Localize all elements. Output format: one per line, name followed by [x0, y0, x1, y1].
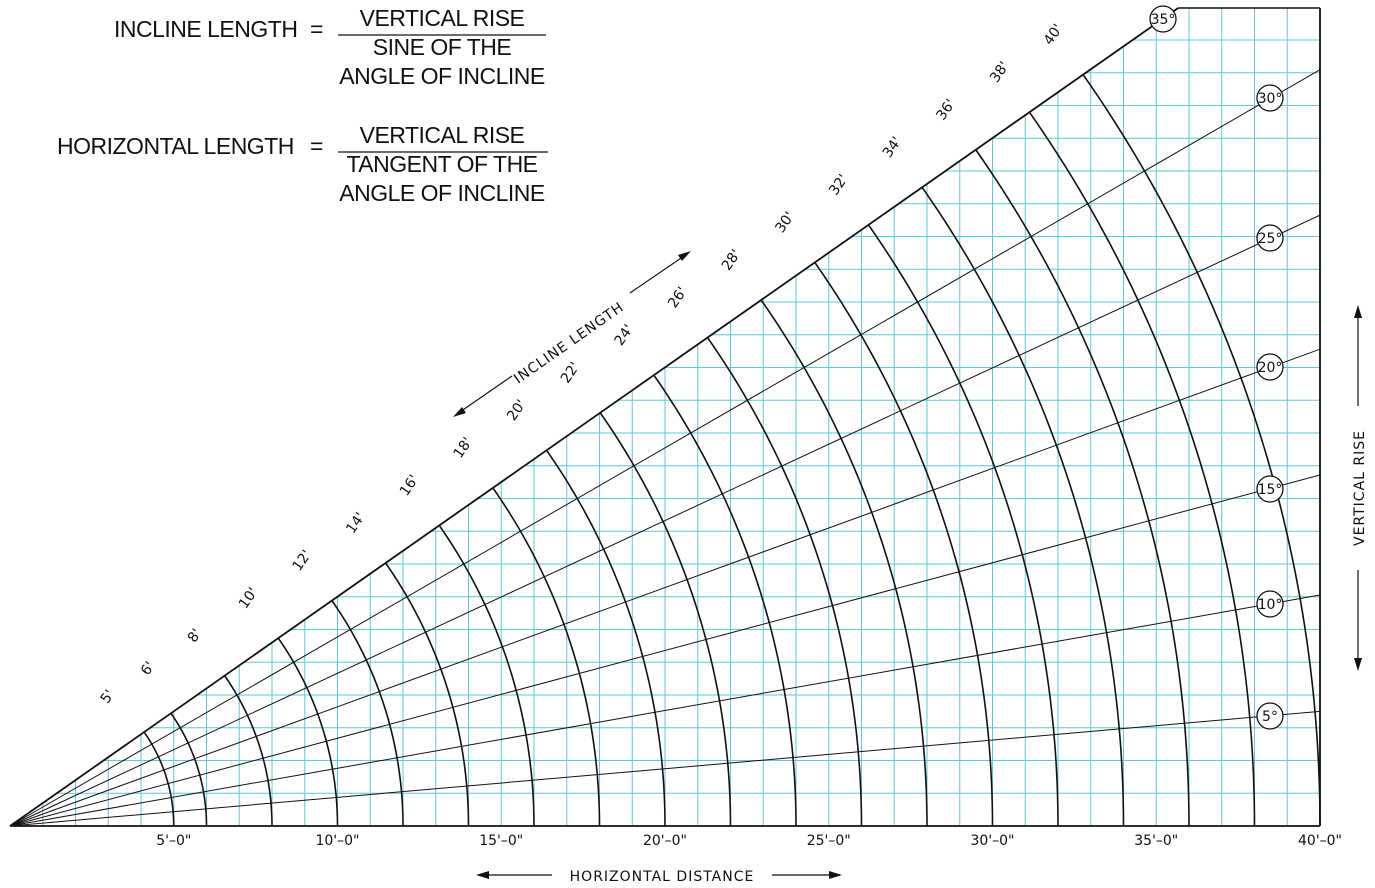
- incline-length-label: 38': [987, 59, 1013, 86]
- x-tick-label: 15'–0": [479, 833, 523, 849]
- incline-length-label: 8': [185, 626, 205, 646]
- vertical-rise-label: VERTICAL RISE: [1352, 430, 1368, 546]
- incline-arc-30: [814, 262, 994, 827]
- incline-arc-5: [143, 731, 175, 827]
- incline-length-label: 16': [397, 472, 423, 499]
- vertical-rise-arrow-bottom-head: [1354, 658, 1362, 671]
- angle-line-10: [9, 594, 1321, 827]
- angle-marker-circle: [1256, 590, 1284, 618]
- x-tick-label: 20'–0": [643, 833, 687, 849]
- angle-label: 20°: [1258, 360, 1283, 376]
- incline-length-label: 30': [772, 209, 798, 236]
- angle-marker-circle: [1256, 702, 1284, 730]
- x-tick-label: 40'–0": [1298, 833, 1342, 849]
- horizontal-distance-label: HORIZONTAL DISTANCE: [570, 869, 755, 885]
- incline-arc-34: [921, 186, 1125, 827]
- x-tick-label: 5'–0": [156, 833, 191, 849]
- incline-length-label: 24': [612, 322, 638, 349]
- angle-line-25: [9, 214, 1321, 827]
- incline-arc-10: [277, 637, 339, 827]
- incline-arrow-right-head: [678, 251, 691, 261]
- incline-arrow-left-shaft: [456, 375, 513, 415]
- incline-arc-40: [1082, 74, 1321, 827]
- incline-arc-20: [545, 449, 666, 827]
- angle-marker-circle: [1256, 84, 1284, 112]
- horizontal-formula-numerator: VERTICAL RISE: [360, 122, 525, 148]
- incline-length-label: 22': [558, 359, 584, 386]
- incline-arc-18: [492, 487, 601, 827]
- incline-length-label: 5': [98, 687, 118, 707]
- angle-line-20: [9, 348, 1321, 827]
- horizontal-arrow-left-head: [476, 871, 489, 879]
- incline-length-label: 10': [236, 585, 262, 612]
- incline-length-label: 26': [665, 284, 691, 311]
- incline-arc-28: [760, 299, 928, 827]
- angle-line-15: [9, 474, 1321, 827]
- angle-label: 15°: [1258, 482, 1283, 498]
- incline-arc-36: [975, 149, 1190, 827]
- incline-formula: INCLINE LENGTH = VERTICAL RISE SINE OF T…: [114, 5, 546, 89]
- angle-marker-circle: [1256, 475, 1284, 503]
- horizontal-formula-equals: =: [310, 133, 323, 159]
- grid: [10, 8, 1320, 826]
- incline-length-label: 12': [290, 547, 316, 574]
- angle-label: 35°: [1151, 12, 1176, 28]
- incline-length-label: 28': [719, 247, 745, 274]
- incline-arc-12: [331, 600, 404, 827]
- incline-formula-numerator: VERTICAL RISE: [360, 5, 525, 31]
- angle-lines: [9, 69, 1321, 827]
- angle-marker-circle: [1149, 5, 1177, 33]
- angle-marker-circle: [1256, 353, 1284, 381]
- angle-marker-circle: [1256, 224, 1284, 252]
- incline-formula-denominator-1: SINE OF THE: [373, 34, 512, 60]
- vertical-rise-indicator: VERTICAL RISE: [1352, 305, 1368, 671]
- horizontal-distance-indicator: HORIZONTAL DISTANCE: [476, 869, 842, 885]
- incline-formula-denominator-2: ANGLE OF INCLINE: [339, 63, 545, 89]
- horizontal-formula-denominator-1: TANGENT OF THE: [346, 151, 537, 177]
- incline-length-label: 6': [138, 659, 158, 679]
- chart-frame: [9, 7, 1321, 827]
- x-tick-label: 25'–0": [807, 833, 851, 849]
- incline-length-label: 40': [1041, 21, 1067, 48]
- angle-label: 30°: [1258, 91, 1283, 107]
- incline-arrow-right-shaft: [629, 253, 688, 294]
- incline-arc-26: [706, 337, 863, 827]
- incline-arcs: [143, 74, 1321, 827]
- horizontal-formula-denominator-2: ANGLE OF INCLINE: [339, 180, 545, 206]
- incline-length-label: 36': [933, 96, 959, 123]
- vertical-rise-arrow-top-head: [1354, 305, 1362, 318]
- horizontal-formula-lhs: HORIZONTAL LENGTH: [57, 133, 294, 159]
- incline-hypotenuse: [9, 7, 1179, 827]
- incline-formula-lhs: INCLINE LENGTH: [114, 16, 297, 42]
- incline-length-indicator: INCLINE LENGTH: [453, 251, 691, 417]
- angle-label: 25°: [1258, 231, 1283, 247]
- incline-arc-32: [867, 224, 1059, 827]
- incline-arc-8: [223, 675, 273, 827]
- angle-label: 5°: [1262, 709, 1278, 725]
- x-tick-label: 10'–0": [315, 833, 359, 849]
- incline-arc-22: [599, 412, 732, 827]
- angle-label: 10°: [1258, 597, 1283, 613]
- incline-arc-6: [170, 712, 208, 827]
- incline-arc-16: [438, 524, 535, 827]
- angle-line-30: [9, 69, 1321, 827]
- incline-arc-24: [653, 374, 797, 827]
- incline-length-label: 32': [826, 172, 852, 199]
- incline-arc-38: [1028, 111, 1256, 827]
- horizontal-formula: HORIZONTAL LENGTH = VERTICAL RISE TANGEN…: [57, 122, 548, 206]
- x-tick-label: 35'–0": [1134, 833, 1178, 849]
- horizontal-arrow-right-head: [829, 871, 842, 879]
- angle-line-5: [9, 710, 1321, 827]
- incline-formula-equals: =: [310, 16, 323, 42]
- incline-length-label: 18': [451, 435, 477, 462]
- incline-arrow-left-head: [453, 407, 466, 417]
- x-tick-label: 30'–0": [970, 833, 1014, 849]
- incline-length-label: 34': [880, 134, 906, 161]
- incline-length-label: 20': [504, 397, 530, 424]
- incline-length-label: 14': [343, 510, 369, 537]
- incline-arc-14: [384, 562, 470, 827]
